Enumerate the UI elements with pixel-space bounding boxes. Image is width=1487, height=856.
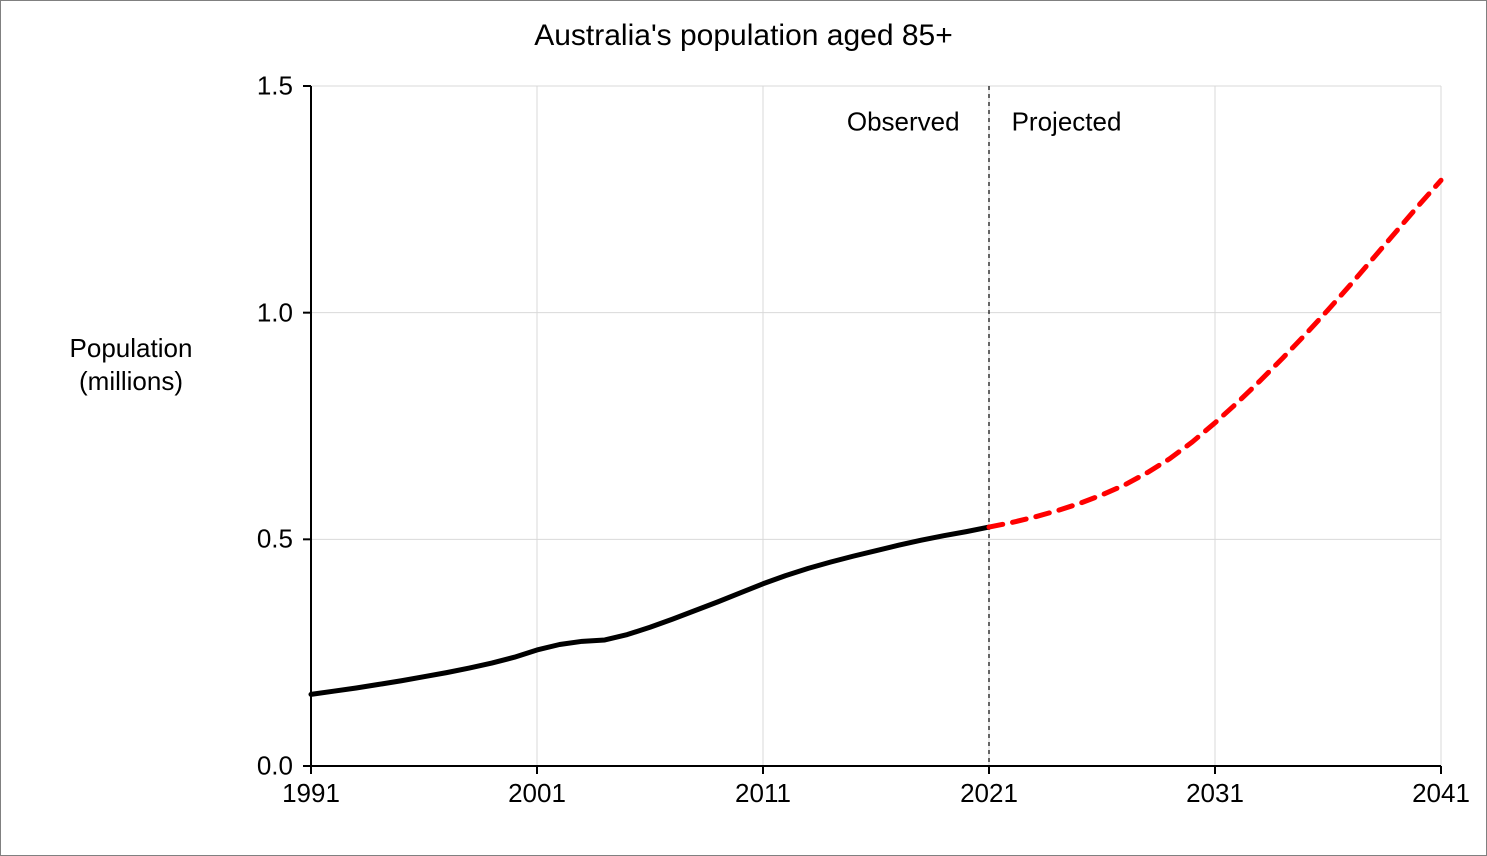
x-tick-label: 1991 bbox=[282, 778, 340, 809]
annotation-observed: Observed bbox=[847, 107, 960, 138]
y-axis-label-line-1: Population bbox=[31, 332, 231, 365]
x-tick-label: 2001 bbox=[508, 778, 566, 809]
x-tick-label: 2041 bbox=[1412, 778, 1470, 809]
x-tick-label: 2011 bbox=[735, 778, 791, 809]
series-group bbox=[311, 180, 1441, 694]
axes-group bbox=[303, 86, 1441, 774]
y-tick-label: 0.0 bbox=[257, 751, 293, 782]
series-observed bbox=[311, 527, 989, 694]
annotation-projected: Projected bbox=[1012, 107, 1122, 138]
plot-area bbox=[311, 86, 1441, 766]
y-tick-label: 1.5 bbox=[257, 71, 293, 102]
y-tick-label: 1.0 bbox=[257, 297, 293, 328]
y-axis-label-line-2: (millions) bbox=[31, 365, 231, 398]
y-axis-label: Population (millions) bbox=[31, 332, 231, 397]
x-tick-label: 2021 bbox=[960, 778, 1018, 809]
chart-title: Australia's population aged 85+ bbox=[1, 19, 1486, 53]
y-tick-label: 0.5 bbox=[257, 524, 293, 555]
chart-frame: Australia's population aged 85+ Populati… bbox=[0, 0, 1487, 856]
x-tick-label: 2031 bbox=[1186, 778, 1244, 809]
